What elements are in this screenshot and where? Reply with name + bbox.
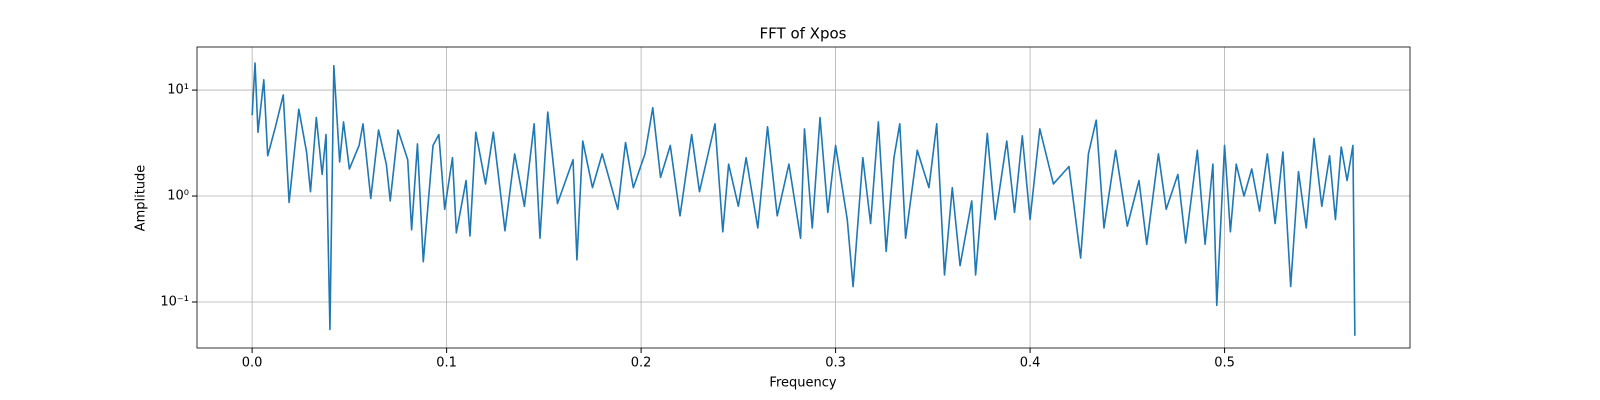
x-tick-label: 0.3 <box>825 356 846 371</box>
x-tick-label: 0.0 <box>242 356 263 371</box>
chart-title: FFT of Xpos <box>760 25 847 43</box>
line <box>251 62 1356 336</box>
x-tick-label: 0.5 <box>1214 356 1235 371</box>
y-tick-label: 10⁻¹ <box>160 294 189 309</box>
y-tick-label: 10¹ <box>167 83 189 98</box>
y-axis-label: Amplitude <box>134 165 149 232</box>
y-tick-label: 10⁰ <box>167 189 189 204</box>
plot-frame <box>196 46 1411 349</box>
x-tick-label: 0.2 <box>631 356 652 371</box>
x-tick-label: 0.1 <box>436 356 457 371</box>
x-tick-label: 0.4 <box>1020 356 1041 371</box>
x-axis-label: Frequency <box>769 376 836 391</box>
